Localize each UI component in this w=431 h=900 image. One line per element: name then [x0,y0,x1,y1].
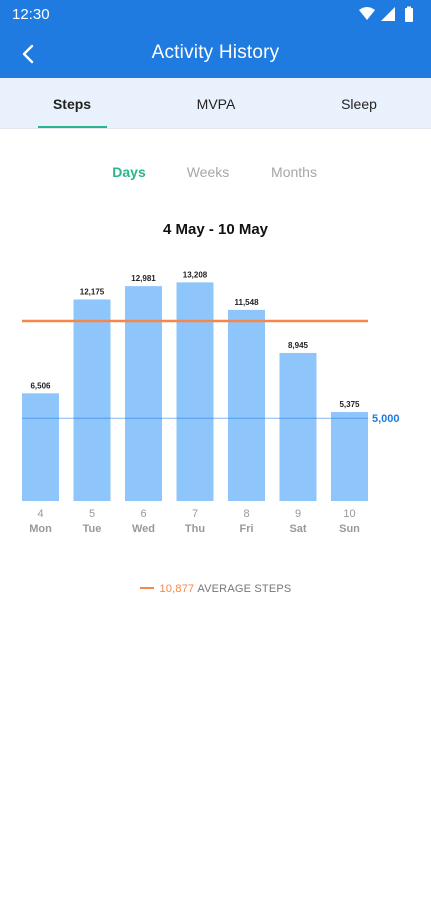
x-tick-label-date: 6 [140,508,146,520]
bar-value-label: 5,375 [339,400,360,409]
x-tick-label-day: Fri [239,523,253,535]
tab-sleep[interactable]: Sleep [341,96,377,112]
x-tick-label-date: 9 [295,508,301,520]
x-tick-label-day: Sun [339,523,360,535]
bar-value-label: 12,175 [80,287,105,296]
range-tabs: Days Weeks Months [0,164,431,188]
bar-day-4 [22,393,59,501]
x-tick-label-date: 10 [343,508,355,520]
bar-value-label: 13,208 [183,270,208,279]
status-bar: 12:30 [0,0,431,30]
average-steps-value: 10,877 [159,583,195,595]
cellular-signal-icon [381,7,395,21]
page-title: Activity History [151,42,280,63]
app-bar: Activity History [0,30,431,78]
average-line-swatch [139,587,154,590]
x-tick-label-date: 4 [37,508,43,520]
status-time: 12:30 [12,6,50,23]
tab-steps[interactable]: Steps [52,96,92,112]
x-tick-label-day: Sat [289,523,306,535]
x-tick-label-date: 5 [89,508,95,520]
x-tick-label-date: 8 [243,508,249,520]
week-range-title: 4 May - 10 May [162,221,269,238]
chevron-left-icon [22,44,34,64]
bar-day-9 [279,352,317,501]
bar-day-6 [125,286,162,501]
bar-value-label: 12,981 [131,274,156,283]
goal-line-label: 5,000 [372,413,400,425]
x-tick-label-day: Thu [185,523,205,535]
chart-legend: 10,877 AVERAGE STEPS [0,583,431,595]
bar-day-5 [73,299,111,501]
back-button[interactable] [10,36,46,72]
bar-day-7 [176,282,214,501]
bar-day-8 [228,309,265,501]
x-tick-label-day: Wed [132,523,155,535]
x-tick-label-day: Tue [83,523,102,535]
range-tab-weeks[interactable]: Weeks [186,164,230,180]
tab-mvpa[interactable]: MVPA [196,96,236,112]
main-tabs: Steps MVPA Sleep [0,78,431,129]
wifi-icon [359,7,375,20]
x-tick-label-date: 7 [192,508,198,520]
x-tick-label-day: Mon [29,523,52,535]
status-icons [359,6,413,22]
steps-bar-chart: 6,506 4 Mon 12,175 5 Tue 12,981 6 Wed 13,208 7 Thu 1… [22,270,400,535]
range-tab-months[interactable]: Months [271,164,317,180]
active-tab-indicator [38,126,107,128]
bar-day-10 [331,412,368,501]
average-steps-label: AVERAGE STEPS [197,583,292,595]
bar-value-label: 6,506 [30,381,51,390]
range-tab-days[interactable]: Days [112,164,146,180]
bar-value-label: 11,548 [234,298,259,307]
bar-value-label: 8,945 [288,341,309,350]
battery-icon [405,8,413,22]
